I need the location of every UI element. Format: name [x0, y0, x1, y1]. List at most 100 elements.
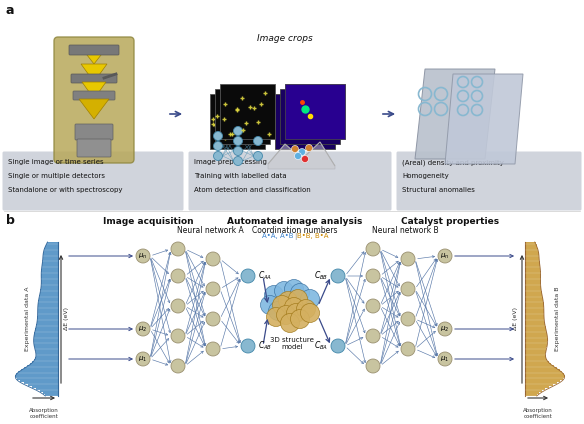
Text: Absorption
coefficient: Absorption coefficient: [523, 408, 553, 419]
Bar: [525, 394, 537, 396]
Bar: [525, 373, 564, 374]
Bar: [34, 359, 58, 361]
Bar: [41, 273, 58, 275]
Circle shape: [331, 269, 345, 283]
Bar: [43, 392, 58, 394]
Polygon shape: [81, 64, 107, 82]
Bar: [525, 254, 539, 256]
Circle shape: [214, 131, 223, 140]
FancyBboxPatch shape: [189, 151, 391, 210]
Bar: [20, 369, 58, 371]
Bar: [525, 258, 539, 259]
Bar: [525, 306, 544, 308]
Circle shape: [206, 312, 220, 326]
Bar: [525, 340, 548, 341]
Bar: [525, 310, 544, 312]
Circle shape: [401, 312, 415, 326]
Bar: [41, 271, 58, 273]
Circle shape: [366, 242, 380, 256]
Bar: [41, 265, 58, 268]
Bar: [41, 277, 58, 279]
Circle shape: [269, 301, 287, 321]
Circle shape: [206, 342, 220, 356]
Bar: [525, 382, 557, 384]
Circle shape: [284, 279, 304, 298]
Circle shape: [206, 252, 220, 266]
Circle shape: [305, 145, 312, 151]
Bar: [525, 262, 540, 263]
Bar: [37, 310, 58, 312]
Circle shape: [366, 359, 380, 373]
Text: 3D structure
model: 3D structure model: [270, 337, 314, 350]
Polygon shape: [80, 46, 108, 64]
Bar: [34, 343, 58, 345]
FancyBboxPatch shape: [2, 151, 183, 210]
Bar: [525, 351, 545, 353]
Bar: [41, 279, 58, 281]
Bar: [525, 248, 538, 250]
Bar: [525, 314, 544, 316]
Bar: [525, 377, 564, 379]
Circle shape: [241, 339, 255, 353]
Circle shape: [438, 352, 452, 366]
Bar: [525, 277, 541, 279]
Polygon shape: [445, 74, 523, 164]
Bar: [35, 347, 58, 349]
Bar: [525, 341, 547, 343]
Bar: [34, 334, 58, 335]
FancyBboxPatch shape: [285, 84, 345, 139]
Bar: [525, 320, 544, 322]
Bar: [23, 367, 58, 369]
Bar: [525, 334, 547, 335]
Bar: [38, 302, 58, 304]
Bar: [28, 384, 58, 386]
Bar: [27, 365, 58, 367]
Circle shape: [214, 151, 223, 161]
Polygon shape: [82, 82, 106, 99]
Bar: [525, 308, 544, 310]
FancyBboxPatch shape: [77, 139, 111, 157]
Circle shape: [280, 313, 300, 332]
Bar: [36, 328, 58, 330]
Circle shape: [260, 296, 280, 315]
Bar: [34, 335, 58, 338]
Bar: [40, 289, 58, 291]
FancyBboxPatch shape: [75, 124, 113, 140]
Bar: [525, 392, 539, 394]
Bar: [525, 349, 546, 351]
Text: ΔE (eV): ΔE (eV): [64, 307, 69, 330]
Bar: [525, 318, 544, 320]
Bar: [525, 330, 547, 332]
Text: Neural network A: Neural network A: [176, 226, 244, 235]
Bar: [525, 367, 557, 369]
Circle shape: [366, 269, 380, 283]
Bar: [525, 296, 543, 298]
Circle shape: [265, 285, 283, 304]
Circle shape: [171, 359, 185, 373]
Bar: [525, 363, 551, 365]
Bar: [525, 347, 547, 349]
FancyBboxPatch shape: [54, 37, 134, 163]
Bar: [525, 371, 562, 373]
Bar: [41, 269, 58, 271]
Bar: [44, 248, 58, 250]
Bar: [525, 384, 553, 386]
Circle shape: [253, 137, 262, 145]
Bar: [38, 301, 58, 302]
Circle shape: [241, 269, 255, 283]
FancyBboxPatch shape: [69, 45, 119, 55]
Bar: [34, 341, 58, 343]
Text: Image crops: Image crops: [257, 34, 313, 43]
Text: Single or multiple detectors: Single or multiple detectors: [8, 173, 105, 179]
Bar: [32, 386, 58, 388]
Bar: [43, 256, 58, 258]
Circle shape: [301, 290, 319, 309]
Circle shape: [136, 322, 150, 336]
Circle shape: [301, 156, 308, 162]
Bar: [32, 361, 58, 363]
Text: Absorption
coefficient: Absorption coefficient: [29, 408, 59, 419]
Text: Coordination numbers: Coordination numbers: [252, 226, 338, 235]
Bar: [41, 283, 58, 285]
Bar: [36, 355, 58, 357]
Circle shape: [438, 322, 452, 336]
